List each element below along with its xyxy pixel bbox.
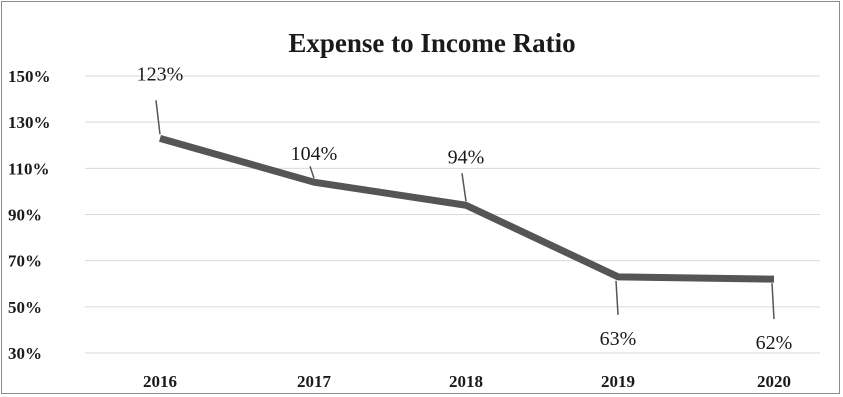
data-label-leader xyxy=(771,283,775,320)
x-tick-label: 2019 xyxy=(601,372,635,391)
data-label-leader xyxy=(615,280,619,315)
data-label: 104% xyxy=(291,143,338,165)
x-tick-label: 2017 xyxy=(297,372,332,391)
data-label-layer: 123% 104% 94% 63% 62% xyxy=(137,63,793,354)
y-tick-label: 30% xyxy=(8,344,42,363)
chart-title: Expense to Income Ratio xyxy=(288,28,575,58)
y-tick-label: 90% xyxy=(8,206,42,225)
grid-layer xyxy=(85,75,820,354)
y-tick-label: 110% xyxy=(8,159,50,178)
y-axis: 30% 50% 70% 90% 110% 130% 150% xyxy=(8,67,51,363)
data-label-leader xyxy=(155,100,161,135)
series-layer xyxy=(159,134,775,283)
y-tick-label: 130% xyxy=(8,113,51,132)
x-tick-label: 2020 xyxy=(757,372,791,391)
data-label: 123% xyxy=(137,63,184,85)
data-label-leader xyxy=(309,165,315,179)
y-tick-label: 150% xyxy=(8,67,51,86)
data-label: 62% xyxy=(756,332,793,354)
data-label-leader xyxy=(461,173,467,202)
data-label: 94% xyxy=(448,146,485,168)
y-tick-label: 50% xyxy=(8,298,42,317)
x-tick-label: 2016 xyxy=(143,372,177,391)
x-tick-label: 2018 xyxy=(449,372,483,391)
data-label: 63% xyxy=(600,328,637,350)
y-tick-label: 70% xyxy=(8,252,42,271)
x-axis: 2016 2017 2018 2019 2020 xyxy=(143,372,791,391)
